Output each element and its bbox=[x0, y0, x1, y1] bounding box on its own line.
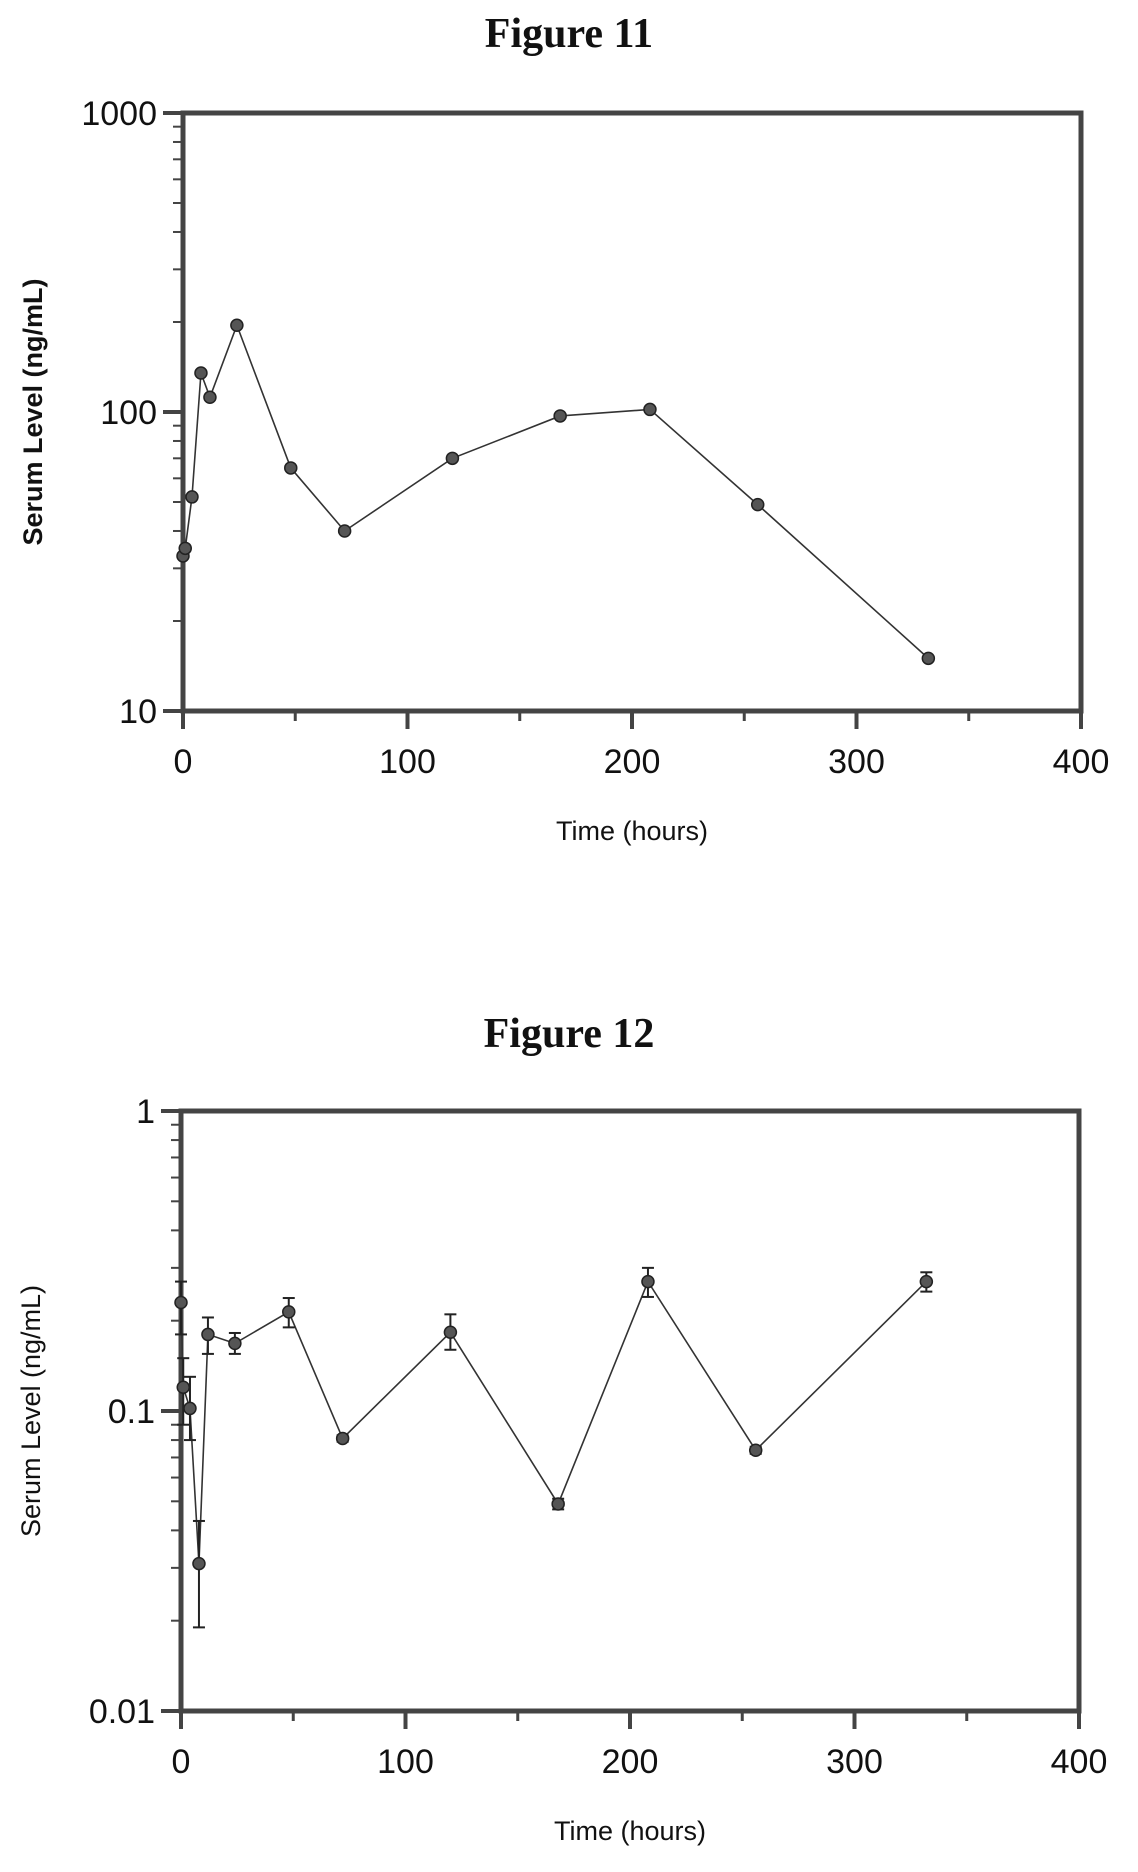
data-point bbox=[750, 497, 765, 512]
data-point bbox=[192, 1556, 206, 1571]
figure-11-chart: 0 100 200 300 400 10 100 1000 Time (hours) Serum … bbox=[18, 95, 1110, 846]
data-point bbox=[551, 1497, 565, 1511]
y-axis-title: Serum Level (ng/mL) bbox=[18, 278, 48, 545]
x-tick-label: 400 bbox=[1053, 743, 1110, 781]
data-point bbox=[641, 1274, 655, 1289]
data-point bbox=[748, 1443, 763, 1457]
data-point bbox=[921, 651, 936, 666]
y-tick-label: 1 bbox=[136, 1093, 155, 1131]
data-point bbox=[919, 1274, 934, 1289]
x-tick-label: 0 bbox=[174, 743, 193, 781]
x-tick-label: 100 bbox=[379, 743, 436, 781]
x-tick-label: 200 bbox=[602, 1743, 659, 1781]
series-line bbox=[180, 1279, 927, 1564]
data-point bbox=[174, 1295, 188, 1310]
data-point bbox=[176, 1380, 190, 1394]
data-point bbox=[228, 1336, 242, 1351]
x-tick-label: 200 bbox=[604, 743, 661, 781]
x-axis-title: Time (hours) bbox=[556, 816, 708, 846]
data-point bbox=[178, 541, 192, 556]
data-point bbox=[284, 461, 298, 475]
figure-12-title: Figure 12 bbox=[483, 1011, 655, 1057]
data-point bbox=[194, 366, 208, 380]
data-point bbox=[443, 1325, 458, 1340]
data-point bbox=[282, 1305, 296, 1319]
y-tick-label: 100 bbox=[100, 394, 157, 432]
plot-frame bbox=[178, 1108, 1082, 1714]
y-tick-label: 10 bbox=[119, 693, 157, 731]
x-axis-title: Time (hours) bbox=[554, 1816, 706, 1846]
y-tick-label: 0.1 bbox=[108, 1393, 155, 1431]
data-point bbox=[183, 1401, 197, 1416]
y-axis-title: Serum Level (ng/mL) bbox=[16, 1285, 46, 1537]
x-tick-label: 100 bbox=[377, 1743, 434, 1781]
x-tick-label: 300 bbox=[828, 743, 885, 781]
data-point bbox=[203, 390, 217, 405]
figure-11-title: Figure 11 bbox=[484, 11, 654, 57]
x-tick-label: 0 bbox=[172, 1743, 191, 1781]
data-point bbox=[643, 402, 657, 417]
data-point bbox=[185, 490, 199, 504]
y-tick-label: 1000 bbox=[81, 95, 157, 133]
data-point bbox=[230, 318, 244, 333]
y-tick-label: 0.01 bbox=[89, 1693, 155, 1731]
data-point bbox=[445, 451, 460, 466]
data-point bbox=[201, 1327, 215, 1342]
data-point bbox=[335, 1431, 350, 1446]
x-tick-label: 400 bbox=[1051, 1743, 1108, 1781]
data-point bbox=[553, 409, 567, 423]
x-tick-label: 300 bbox=[826, 1743, 883, 1781]
data-point bbox=[337, 524, 352, 538]
